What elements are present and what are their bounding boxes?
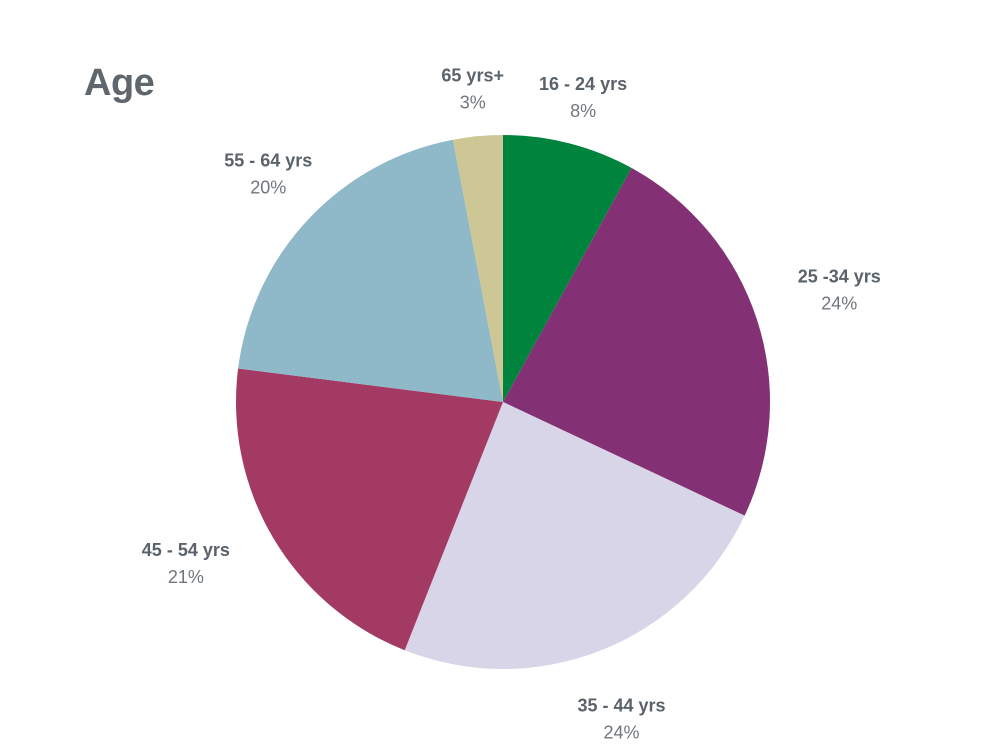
slice-category-label: 45 - 54 yrs bbox=[142, 540, 230, 560]
slice-category-label: 25 -34 yrs bbox=[798, 266, 881, 286]
slice-category-label: 65 yrs+ bbox=[441, 65, 504, 85]
slice-value-label: 24% bbox=[821, 293, 857, 313]
slice-value-label: 3% bbox=[460, 92, 486, 112]
slice-labels: 16 - 24 yrs 8% 25 -34 yrs 24% 35 - 44 yrs 24%… bbox=[142, 65, 881, 742]
slice-category-label: 16 - 24 yrs bbox=[539, 74, 627, 94]
slice-category-label: 55 - 64 yrs bbox=[224, 151, 312, 171]
pie-slices bbox=[236, 135, 770, 669]
slice-value-label: 24% bbox=[604, 722, 640, 742]
pie-slice-2 bbox=[503, 168, 770, 516]
chart-title: Age bbox=[84, 62, 155, 104]
pie-slice-5 bbox=[238, 139, 503, 402]
slice-value-label: 21% bbox=[168, 567, 204, 587]
slice-value-label: 20% bbox=[250, 178, 286, 198]
pie-slice-3 bbox=[404, 402, 745, 669]
pie-slice-1 bbox=[503, 135, 632, 402]
slice-value-label: 8% bbox=[570, 101, 596, 121]
slice-category-label: 35 - 44 yrs bbox=[577, 695, 665, 715]
pie-slice-6 bbox=[452, 135, 503, 402]
pie-slice-4 bbox=[236, 368, 504, 651]
